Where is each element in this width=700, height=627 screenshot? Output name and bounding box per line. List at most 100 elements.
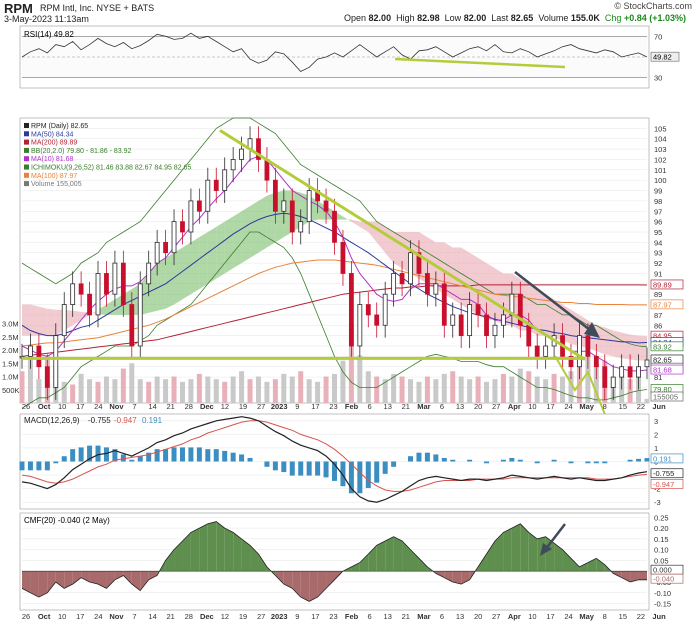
y-tick-label: -0.15: [654, 600, 671, 609]
volume-bar: [70, 384, 76, 403]
candle-body: [340, 241, 346, 274]
value-tag: [650, 468, 684, 479]
cmf-area-segment: [182, 532, 191, 572]
x-tick-label: 17: [311, 612, 319, 621]
x-tick-label: Jun: [652, 612, 666, 621]
macd-histogram-bar: [602, 461, 608, 464]
x-tick-label: 28: [185, 612, 193, 621]
volume-bar: [585, 352, 591, 403]
volume-bar: [230, 376, 236, 403]
candle-body: [391, 273, 397, 295]
macd-legend-macd: -0.755: [88, 416, 111, 425]
arrow-head: [584, 322, 600, 338]
volume-tick-label: 3.0M: [2, 320, 19, 329]
macd-histogram-bar: [247, 457, 253, 462]
rsi-legend: RSI(14) 49.82: [24, 30, 74, 39]
x-tick-label: 28: [185, 402, 193, 411]
volume-bar: [391, 373, 397, 403]
cmf-area-segment: [140, 571, 149, 591]
legend-entry: Volume 155,005: [31, 181, 82, 188]
volume-tick-label: 500K: [2, 386, 20, 395]
macd-histogram-bar: [467, 459, 473, 462]
macd-histogram-bar: [424, 452, 430, 462]
x-tick-label: 7: [132, 612, 136, 621]
volume-bar: [568, 371, 574, 403]
x-tick-label: May: [579, 402, 594, 411]
candle-body: [619, 366, 625, 378]
candle-body: [323, 200, 329, 212]
chart-header: RPM RPM Intl, Inc. NYSE + BATS 3-May-202…: [0, 0, 700, 24]
macd-histogram-bar: [137, 456, 143, 462]
cmf-area-segment: [106, 571, 115, 589]
cmf-area-segment: [486, 541, 495, 572]
x-tick-label: Feb: [345, 402, 359, 411]
candle-body: [298, 221, 304, 233]
volume-bar: [112, 379, 118, 403]
y-tick-label: 70: [654, 32, 662, 41]
x-tick-label: 22: [637, 402, 645, 411]
macd-histogram-bar: [644, 458, 650, 462]
x-tick-label: Nov: [109, 612, 124, 621]
macd-histogram-bar: [534, 461, 540, 464]
ichimoku-cloud-segment: [638, 335, 647, 361]
macd-histogram-bar: [188, 447, 194, 462]
cmf-area-segment: [376, 541, 386, 572]
cmf-area-segment: [621, 571, 631, 582]
cmf-area-segment: [22, 571, 31, 593]
x-tick-label: Jun: [652, 402, 666, 411]
volume-bar: [560, 376, 566, 403]
value-tag: [650, 279, 684, 290]
ichimoku-cloud-segment: [89, 309, 99, 315]
y-tick-label: 0.25: [654, 513, 669, 522]
macd-histogram-bar: [551, 459, 557, 462]
volume-tick-label: 1.0M: [2, 373, 19, 382]
x-tick-label: Mar: [417, 402, 430, 411]
y-tick-label: 3: [654, 417, 658, 426]
cmf-area-segment: [233, 532, 242, 572]
x-tick-label: 19: [239, 402, 247, 411]
cmf-area-segment: [435, 571, 445, 578]
rsi-trendline: [394, 57, 566, 69]
candle-body: [213, 179, 219, 191]
ichimoku-cloud-segment: [250, 200, 259, 258]
y-tick-label: -3: [654, 498, 661, 507]
volume-bar: [458, 376, 464, 403]
rsi-line: [21, 32, 648, 72]
bb-upper-line: [21, 117, 648, 348]
cmf-area-segment: [528, 532, 538, 572]
ichimoku-cloud-segment: [621, 332, 631, 360]
cmf-line: [21, 521, 647, 602]
y-tick-label: 0.15: [654, 535, 669, 544]
x-tick-label: 6: [440, 402, 444, 411]
x-tick-label: 21: [402, 402, 410, 411]
x-tick-label: Oct: [38, 402, 51, 411]
y-tick-label: 94: [654, 238, 662, 247]
ichimoku-cloud-segment: [47, 308, 56, 336]
candle-body: [610, 376, 616, 388]
x-tick-label: 26: [22, 402, 30, 411]
macd-histogram-bar: [163, 449, 169, 462]
candle-body: [104, 273, 109, 295]
value-tag-label: 83.92: [653, 342, 672, 351]
volume-bar: [340, 360, 346, 403]
candle-body: [467, 304, 473, 337]
volume-bar: [298, 371, 304, 403]
ichimoku-cloud-segment: [207, 226, 217, 284]
cmf-area-segment: [511, 523, 521, 572]
cmf-area-segment: [326, 571, 335, 589]
x-tick-label: 13: [384, 402, 392, 411]
volume-bar: [382, 379, 388, 403]
value-tag-label: 81.68: [653, 366, 672, 375]
x-tick-label: 21: [167, 402, 175, 411]
volume-tick-label: 2.0M: [2, 346, 19, 355]
candle-body: [332, 210, 337, 243]
candle-body: [36, 345, 42, 368]
cmf-area-segment: [309, 571, 318, 602]
cmf-area-segment: [224, 528, 234, 572]
legend-entry: MA(100) 87.97: [31, 173, 77, 180]
macd-histogram-bar: [315, 461, 321, 476]
volume-bar: [247, 379, 253, 403]
value-tag: [650, 391, 684, 402]
x-tick-label: 9: [295, 612, 299, 621]
